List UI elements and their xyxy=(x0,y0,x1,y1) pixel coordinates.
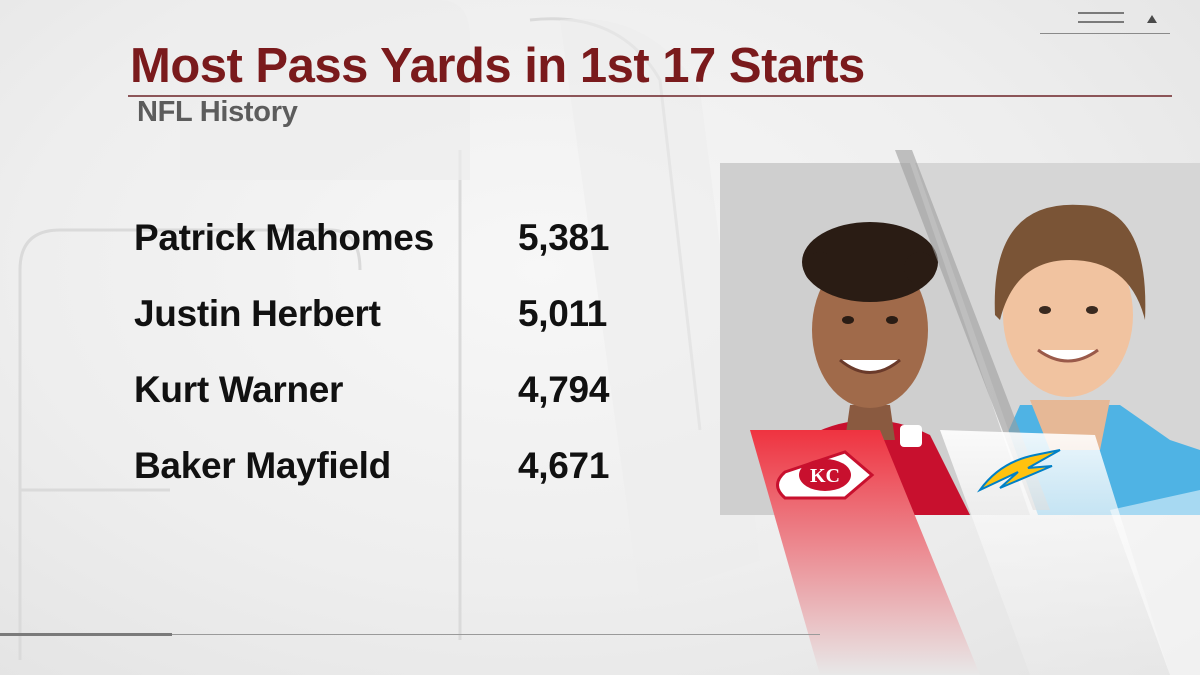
list-item: Justin Herbert 5,011 xyxy=(134,289,654,365)
player-yards: 4,671 xyxy=(518,445,610,486)
chiefs-logo-icon: KC xyxy=(776,450,875,500)
chargers-color-band xyxy=(940,430,1170,675)
list-item: Patrick Mahomes 5,381 xyxy=(134,213,654,289)
player-name: Baker Mayfield xyxy=(134,445,391,486)
player-yards: 5,011 xyxy=(518,293,608,334)
player-name: Justin Herbert xyxy=(134,293,381,334)
svg-text:KC: KC xyxy=(810,465,840,487)
top-right-rule xyxy=(1040,33,1170,34)
page-title: Most Pass Yards in 1st 17 Starts xyxy=(130,39,865,93)
player-photos-panel: KC xyxy=(720,150,1200,675)
leaderboard: Patrick Mahomes 5,381 Justin Herbert 5,0… xyxy=(134,213,654,517)
player-name: Kurt Warner xyxy=(134,369,344,410)
player-yards: 4,794 xyxy=(518,369,610,410)
photo-divider xyxy=(895,150,1050,510)
bottom-rule-accent xyxy=(0,633,172,636)
player-name: Patrick Mahomes xyxy=(134,217,434,258)
chargers-bolt-icon xyxy=(976,449,1061,493)
list-item: Baker Mayfield 4,671 xyxy=(134,441,654,517)
bottom-rule xyxy=(0,634,820,635)
triangle-up-icon xyxy=(1147,15,1157,23)
page-subtitle: NFL History xyxy=(137,96,298,128)
list-item: Kurt Warner 4,794 xyxy=(134,365,654,441)
title-divider xyxy=(128,95,1172,97)
menu-icon[interactable] xyxy=(1078,10,1130,30)
player-yards: 5,381 xyxy=(518,217,610,258)
